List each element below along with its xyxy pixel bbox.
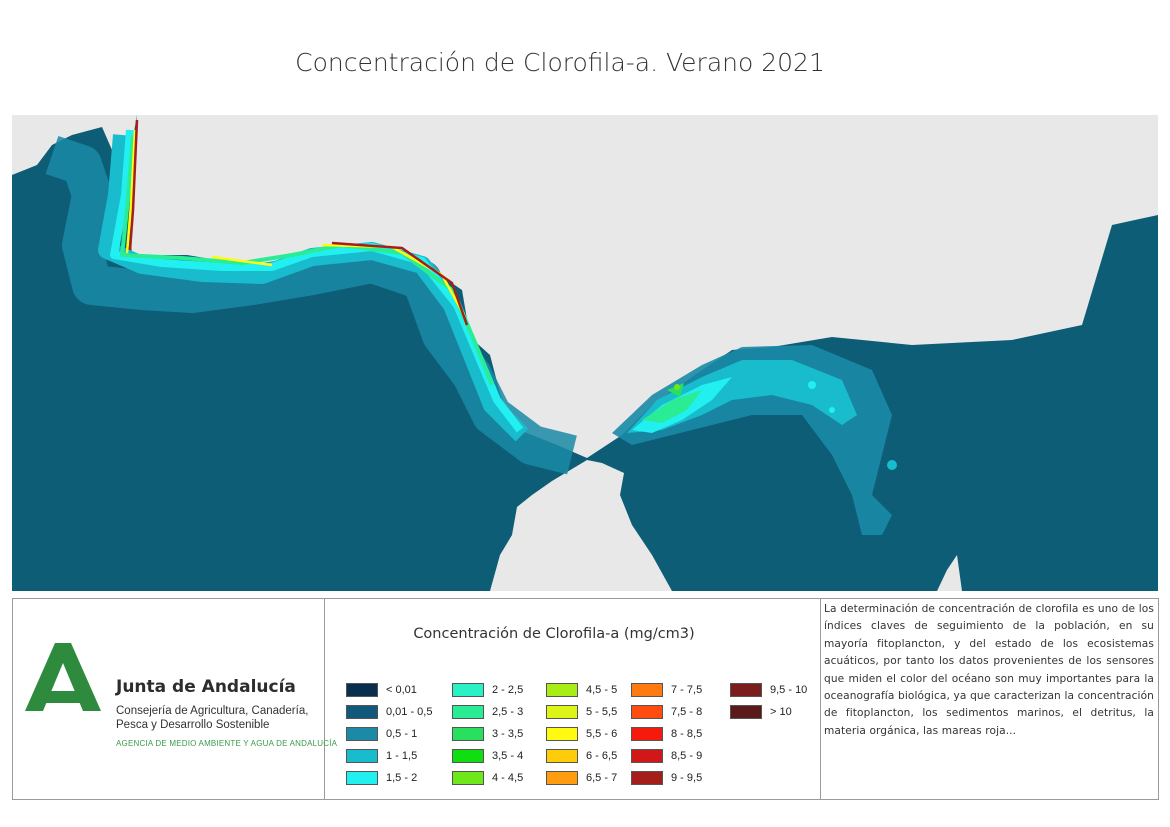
legend-label: 1 - 1,5 (386, 750, 418, 762)
legend-swatch (631, 749, 663, 763)
legend-swatch (546, 705, 578, 719)
legend-swatch (546, 683, 578, 697)
legend-label: 6,5 - 7 (586, 772, 618, 784)
legend-swatch (730, 705, 762, 719)
legend-label: 3 - 3,5 (492, 728, 524, 740)
legend-item: 3 - 3,5 (452, 727, 523, 741)
department-name: Consejería de Agricultura, Canadería, Pe… (116, 705, 309, 731)
map-title: Concentración de Clorofila-a. Verano 202… (295, 48, 825, 77)
org-name: Junta de Andalucía (116, 677, 296, 697)
legend-label: 0,5 - 1 (386, 728, 418, 740)
legend-swatch (452, 705, 484, 719)
legend-label: 8 - 8,5 (671, 728, 703, 740)
legend-item: 2,5 - 3 (452, 705, 523, 719)
legend-block: Concentración de Clorofila-a (mg/cm3) < … (324, 599, 821, 799)
africa-land (490, 460, 672, 591)
legend-label: 5,5 - 6 (586, 728, 618, 740)
legend-item: 2 - 2,5 (452, 683, 523, 697)
legend-item: 9,5 - 10 (730, 683, 807, 697)
logo-block: Junta de Andalucía Consejería de Agricul… (13, 599, 337, 799)
africa-coast-right (937, 555, 962, 591)
legend-item: 4,5 - 5 (546, 683, 617, 697)
legend-label: 7 - 7,5 (671, 684, 703, 696)
agency-name: AGENCIA DE MEDIO AMBIENTE Y AGUA DE ANDA… (116, 739, 338, 748)
info-panel: Junta de Andalucía Consejería de Agricul… (12, 598, 1159, 800)
legend-item: 8,5 - 9 (631, 749, 702, 763)
legend-item: 7 - 7,5 (631, 683, 702, 697)
legend-label: 9 - 9,5 (671, 772, 703, 784)
legend-swatch (346, 683, 378, 697)
legend-label: 2 - 2,5 (492, 684, 524, 696)
legend-label: 5 - 5,5 (586, 706, 618, 718)
legend-swatch (631, 727, 663, 741)
legend-label: 4 - 4,5 (492, 772, 524, 784)
legend-item: > 10 (730, 705, 792, 719)
legend-item: 5 - 5,5 (546, 705, 617, 719)
legend-label: 6 - 6,5 (586, 750, 618, 762)
chlorophyll-map (12, 115, 1158, 591)
legend-item: 6 - 6,5 (546, 749, 617, 763)
legend-label: > 10 (770, 706, 792, 718)
iberia-land (130, 115, 1158, 458)
legend-item: 4 - 4,5 (452, 771, 523, 785)
legend-label: 0,01 - 0,5 (386, 706, 433, 718)
legend-label: 9,5 - 10 (770, 684, 808, 696)
legend-title: Concentración de Clorofila-a (mg/cm3) (413, 626, 695, 642)
legend-label: 4,5 - 5 (586, 684, 618, 696)
legend-swatch (452, 727, 484, 741)
description-block: La determinación de concentración de clo… (820, 599, 1158, 799)
legend-swatch (730, 683, 762, 697)
junta-logo-icon (25, 643, 101, 711)
legend-swatch (631, 683, 663, 697)
legend-item: 5,5 - 6 (546, 727, 617, 741)
legend-swatch (452, 771, 484, 785)
legend-swatch (346, 727, 378, 741)
legend-item: 7,5 - 8 (631, 705, 702, 719)
legend-item: 8 - 8,5 (631, 727, 702, 741)
legend-item: 1 - 1,5 (346, 749, 417, 763)
legend-item: 3,5 - 4 (452, 749, 523, 763)
legend-label: 8,5 - 9 (671, 750, 703, 762)
north-land-corner (12, 115, 137, 185)
legend-item: 0,5 - 1 (346, 727, 417, 741)
legend-swatch (631, 705, 663, 719)
legend-swatch (346, 771, 378, 785)
legend-label: < 0,01 (386, 684, 417, 696)
legend-label: 7,5 - 8 (671, 706, 703, 718)
legend-item: 6,5 - 7 (546, 771, 617, 785)
legend-swatch (452, 683, 484, 697)
legend-label: 1,5 - 2 (386, 772, 418, 784)
legend-swatch (546, 727, 578, 741)
legend-label: 3,5 - 4 (492, 750, 524, 762)
legend-label: 2,5 - 3 (492, 706, 524, 718)
legend-swatch (546, 771, 578, 785)
legend-swatch (346, 705, 378, 719)
legend-swatch (452, 749, 484, 763)
legend-item: 0,01 - 0,5 (346, 705, 432, 719)
legend-swatch (346, 749, 378, 763)
legend-swatch (546, 749, 578, 763)
legend-item: 1,5 - 2 (346, 771, 417, 785)
legend-item: 9 - 9,5 (631, 771, 702, 785)
legend-item: < 0,01 (346, 683, 417, 697)
description-text: La determinación de concentración de clo… (824, 603, 1154, 737)
legend-swatch (631, 771, 663, 785)
